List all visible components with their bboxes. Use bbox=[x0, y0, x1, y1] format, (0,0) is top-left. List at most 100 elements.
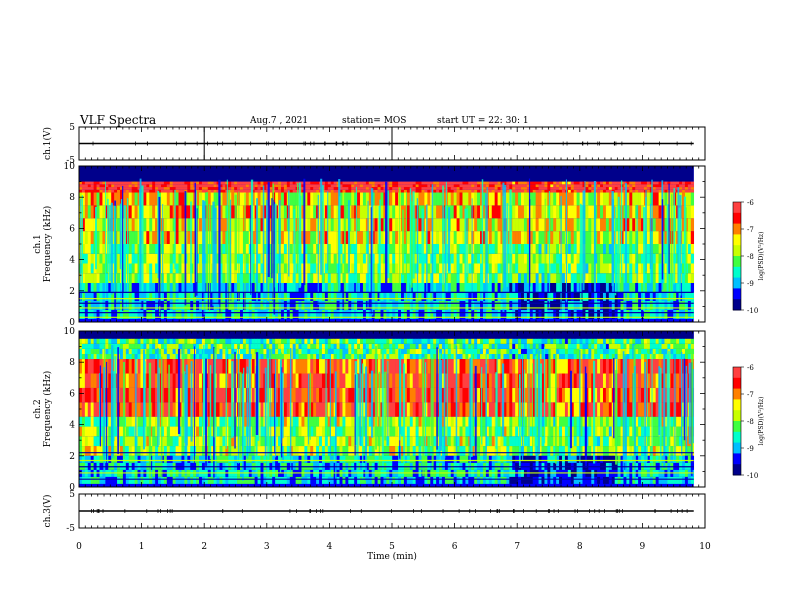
ch1-cell bbox=[143, 189, 147, 193]
ch2-cell bbox=[210, 436, 214, 447]
ch2-cell bbox=[222, 373, 226, 388]
ch1-cell bbox=[342, 309, 346, 319]
ch2-cell bbox=[163, 402, 168, 417]
ch1-cell bbox=[371, 300, 375, 310]
ch2-cell bbox=[131, 476, 135, 484]
ch2-cell bbox=[222, 387, 226, 403]
ch1-cell bbox=[196, 253, 200, 264]
ch1-colorbar-cell bbox=[733, 293, 741, 297]
ch1-cell bbox=[371, 263, 375, 274]
ch1-cell bbox=[219, 205, 223, 219]
ch1-cell bbox=[374, 263, 378, 274]
ch1-cell bbox=[199, 253, 203, 264]
ch1-cell bbox=[374, 283, 378, 292]
ch2-cell bbox=[152, 359, 156, 374]
ch1-cell bbox=[597, 189, 601, 193]
ch1-colorbar-cell bbox=[733, 280, 741, 284]
ch1-cell bbox=[163, 253, 168, 264]
ch2-cell bbox=[93, 338, 97, 344]
ch1-cell bbox=[465, 231, 469, 244]
ch2-cell bbox=[222, 416, 226, 427]
ch1-cell bbox=[166, 205, 171, 219]
ch1-cell bbox=[251, 205, 255, 219]
ch2-cell bbox=[222, 338, 226, 344]
ch1-cell bbox=[345, 300, 349, 310]
ch2-cell bbox=[122, 343, 127, 349]
ch1-cell bbox=[585, 273, 589, 283]
ch1-cell bbox=[474, 244, 478, 254]
ch1-cell bbox=[166, 218, 171, 232]
ch2-cell bbox=[87, 343, 92, 349]
ch2-cell bbox=[93, 354, 97, 360]
ch1-cell bbox=[450, 263, 454, 274]
ch1-cell bbox=[482, 231, 487, 244]
ch2-cell bbox=[131, 436, 135, 447]
ch2-cell bbox=[199, 426, 203, 437]
ch2-cell bbox=[155, 348, 159, 355]
ch1-cell bbox=[471, 189, 475, 193]
ch1-cell bbox=[550, 192, 554, 206]
ch1-colorbar-cell bbox=[733, 215, 741, 219]
ch1-cell bbox=[559, 189, 563, 193]
ch1-cell bbox=[345, 184, 349, 188]
ch2-cell bbox=[172, 373, 176, 388]
ch1-cell bbox=[128, 273, 132, 283]
ch1-cell bbox=[301, 189, 305, 193]
ch1-cell bbox=[521, 205, 525, 219]
ch1-cell bbox=[178, 263, 182, 274]
ch1-cell bbox=[682, 291, 686, 301]
ch2-cell bbox=[114, 348, 118, 355]
ch1-cell bbox=[108, 283, 112, 292]
ch1-cell bbox=[491, 187, 495, 190]
ch1-cell bbox=[415, 309, 419, 319]
ch1-cell bbox=[602, 283, 607, 292]
ch1-cell bbox=[377, 291, 381, 301]
ch2-cell bbox=[175, 476, 179, 484]
ch1-cell bbox=[600, 189, 604, 193]
ch1-cell bbox=[588, 231, 592, 244]
ch1-cell bbox=[327, 263, 332, 274]
ch1-cell bbox=[573, 283, 577, 292]
ch2-cell bbox=[245, 359, 250, 374]
ch2-cell bbox=[140, 476, 144, 484]
ch1-cell bbox=[222, 309, 226, 319]
ch1-cell bbox=[471, 273, 475, 283]
ch1-cell bbox=[117, 300, 121, 310]
ch1-cell bbox=[210, 291, 214, 301]
ch2-cell bbox=[125, 416, 130, 427]
ch1-cell bbox=[389, 244, 393, 254]
ch1-cell bbox=[556, 309, 560, 319]
ch1-cell bbox=[600, 184, 604, 188]
ch1-cell bbox=[620, 309, 624, 319]
ch2-cell bbox=[114, 455, 118, 463]
ch1-cell bbox=[114, 189, 118, 193]
ch1-cell bbox=[641, 218, 645, 232]
ch1-cell bbox=[146, 244, 150, 254]
ch1-cell bbox=[673, 300, 677, 310]
ch2-cell bbox=[216, 354, 220, 360]
ch2-cell bbox=[228, 436, 232, 447]
ch1-cell bbox=[485, 181, 490, 185]
ch2-cell bbox=[79, 354, 83, 360]
ch1-colorbar-cell bbox=[733, 218, 741, 222]
ch2-cell bbox=[87, 387, 92, 403]
ch1-cell bbox=[155, 300, 159, 310]
ch2-cell bbox=[242, 476, 247, 484]
ch1-cell bbox=[687, 184, 692, 188]
ch1-cell bbox=[134, 184, 138, 188]
ch1-cell bbox=[216, 300, 220, 310]
ch1-cell bbox=[125, 187, 130, 190]
ch1-cell bbox=[278, 181, 282, 185]
ch1-colorbar-cell bbox=[733, 239, 741, 243]
ch2-cell bbox=[122, 476, 127, 484]
ch1-cell bbox=[395, 244, 399, 254]
ch2-cell bbox=[108, 455, 112, 463]
ch1-cell bbox=[163, 218, 168, 232]
ch1-cell bbox=[550, 205, 554, 219]
ch1-cell bbox=[257, 205, 261, 219]
ch2-cell bbox=[172, 354, 176, 360]
ch1-cell bbox=[134, 263, 138, 274]
ch1-cell bbox=[687, 291, 692, 301]
ch1-cell bbox=[588, 273, 592, 283]
ch1-cell bbox=[395, 231, 399, 244]
